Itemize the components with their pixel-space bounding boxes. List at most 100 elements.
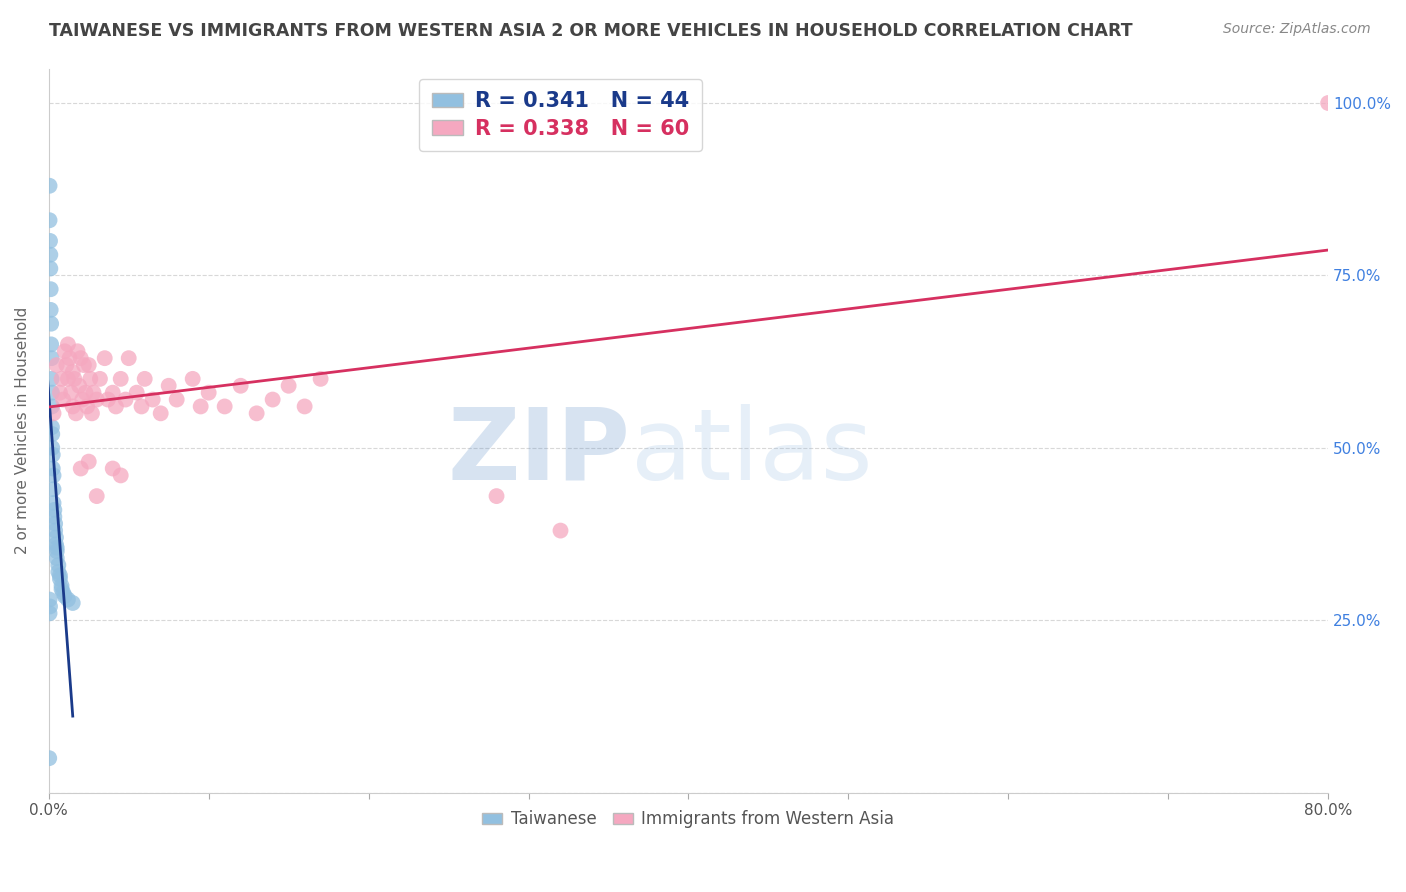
Text: TAIWANESE VS IMMIGRANTS FROM WESTERN ASIA 2 OR MORE VEHICLES IN HOUSEHOLD CORREL: TAIWANESE VS IMMIGRANTS FROM WESTERN ASI… bbox=[49, 22, 1133, 40]
Point bbox=[262, 392, 284, 407]
Point bbox=[86, 392, 108, 407]
Point bbox=[49, 568, 72, 582]
Point bbox=[125, 385, 148, 400]
Point bbox=[166, 392, 188, 407]
Point bbox=[101, 461, 124, 475]
Point bbox=[62, 365, 84, 379]
Point bbox=[42, 448, 65, 462]
Point bbox=[69, 461, 91, 475]
Point bbox=[69, 351, 91, 366]
Point bbox=[104, 400, 127, 414]
Point bbox=[41, 420, 63, 434]
Point bbox=[56, 372, 79, 386]
Point bbox=[44, 503, 66, 517]
Point bbox=[41, 441, 63, 455]
Point bbox=[52, 392, 75, 407]
Point bbox=[89, 372, 111, 386]
Point bbox=[49, 385, 72, 400]
Point bbox=[41, 372, 63, 386]
Point bbox=[39, 282, 62, 296]
Legend: Taiwanese, Immigrants from Western Asia: Taiwanese, Immigrants from Western Asia bbox=[475, 804, 901, 835]
Point bbox=[76, 400, 98, 414]
Point bbox=[1317, 95, 1340, 110]
Point bbox=[110, 468, 132, 483]
Point bbox=[80, 406, 103, 420]
Point bbox=[83, 385, 105, 400]
Point bbox=[73, 358, 96, 372]
Point bbox=[52, 585, 75, 599]
Point bbox=[49, 572, 72, 586]
Point bbox=[42, 496, 65, 510]
Text: Source: ZipAtlas.com: Source: ZipAtlas.com bbox=[1223, 22, 1371, 37]
Point bbox=[41, 400, 63, 414]
Point bbox=[65, 406, 87, 420]
Point bbox=[142, 392, 165, 407]
Point bbox=[75, 385, 97, 400]
Point bbox=[38, 751, 60, 765]
Point bbox=[39, 248, 62, 262]
Point bbox=[46, 565, 69, 579]
Point bbox=[214, 400, 236, 414]
Point bbox=[39, 261, 62, 276]
Point bbox=[485, 489, 508, 503]
Point bbox=[44, 516, 66, 531]
Text: ZIP: ZIP bbox=[449, 404, 631, 500]
Point bbox=[53, 589, 76, 603]
Point bbox=[77, 455, 100, 469]
Point bbox=[38, 607, 60, 621]
Point bbox=[181, 372, 204, 386]
Point bbox=[41, 385, 63, 400]
Point bbox=[277, 378, 299, 392]
Point bbox=[39, 599, 62, 614]
Point bbox=[309, 372, 332, 386]
Point bbox=[66, 344, 89, 359]
Point bbox=[45, 531, 67, 545]
Point bbox=[118, 351, 141, 366]
Point bbox=[53, 344, 76, 359]
Point bbox=[42, 482, 65, 496]
Point bbox=[93, 351, 115, 366]
Point bbox=[77, 358, 100, 372]
Point bbox=[62, 400, 84, 414]
Point bbox=[39, 234, 62, 248]
Point bbox=[197, 385, 219, 400]
Point bbox=[45, 358, 67, 372]
Point bbox=[246, 406, 269, 420]
Point bbox=[62, 596, 84, 610]
Point bbox=[229, 378, 252, 392]
Point bbox=[86, 489, 108, 503]
Point bbox=[58, 351, 80, 366]
Point bbox=[45, 551, 67, 566]
Point bbox=[97, 392, 120, 407]
Point bbox=[39, 337, 62, 351]
Point bbox=[79, 372, 101, 386]
Point bbox=[46, 558, 69, 572]
Point bbox=[44, 524, 66, 538]
Text: atlas: atlas bbox=[631, 404, 873, 500]
Point bbox=[42, 468, 65, 483]
Point bbox=[42, 461, 65, 475]
Point bbox=[42, 406, 65, 420]
Point bbox=[45, 544, 67, 558]
Point bbox=[51, 582, 73, 597]
Point bbox=[63, 372, 86, 386]
Point bbox=[56, 337, 79, 351]
Point bbox=[134, 372, 156, 386]
Point bbox=[45, 537, 67, 551]
Point bbox=[101, 385, 124, 400]
Point bbox=[67, 378, 90, 392]
Point bbox=[114, 392, 136, 407]
Point bbox=[45, 541, 67, 555]
Point bbox=[157, 378, 180, 392]
Point bbox=[51, 579, 73, 593]
Point bbox=[39, 302, 62, 317]
Point bbox=[55, 358, 77, 372]
Point bbox=[149, 406, 172, 420]
Point bbox=[44, 509, 66, 524]
Y-axis label: 2 or more Vehicles in Household: 2 or more Vehicles in Household bbox=[15, 307, 30, 554]
Point bbox=[38, 213, 60, 227]
Point bbox=[56, 592, 79, 607]
Point bbox=[294, 400, 316, 414]
Point bbox=[60, 385, 83, 400]
Point bbox=[38, 178, 60, 193]
